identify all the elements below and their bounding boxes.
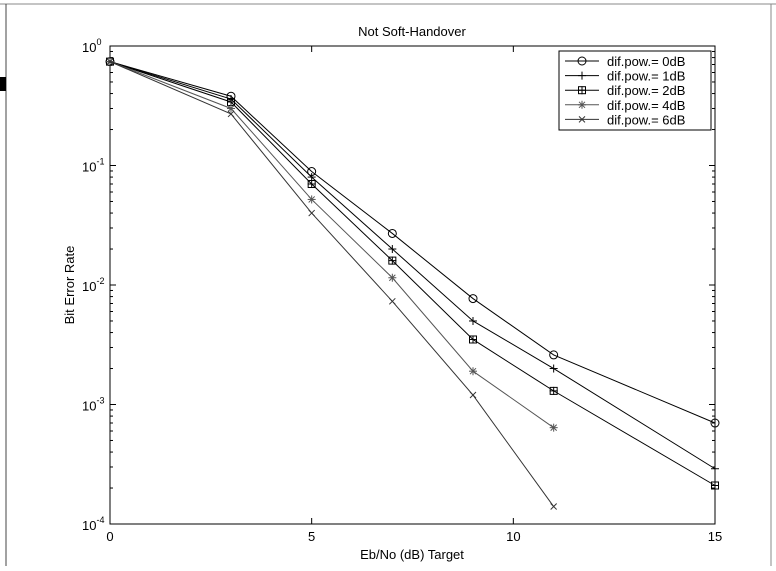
data-point xyxy=(549,423,558,432)
legend-entry: dif.pow.= 2dB xyxy=(565,83,685,98)
data-point xyxy=(469,335,477,344)
x-marker xyxy=(388,297,396,305)
star-marker xyxy=(469,367,477,375)
x-axis-label: Eb/No (dB) Target xyxy=(360,547,464,562)
x-marker xyxy=(106,58,114,65)
circle-marker xyxy=(710,418,720,428)
legend-entry: dif.pow.= 6dB xyxy=(565,112,685,127)
data-point xyxy=(711,481,719,490)
data-point xyxy=(388,297,396,305)
data-point xyxy=(549,364,558,373)
data-point xyxy=(388,245,397,254)
data-point xyxy=(710,418,720,428)
x-marker xyxy=(469,391,477,399)
data-point xyxy=(307,180,316,189)
legend-label: dif.pow.= 0dB xyxy=(607,54,685,69)
data-point xyxy=(227,110,235,118)
data-point xyxy=(388,273,397,282)
chart-title: Not Soft-Handover xyxy=(358,24,466,39)
data-point xyxy=(578,86,586,95)
series-3 xyxy=(106,57,558,432)
x-marker xyxy=(578,116,586,123)
data-point xyxy=(308,209,316,217)
legend-label: dif.pow.= 4dB xyxy=(607,98,685,113)
data-point xyxy=(549,350,559,360)
star-marker xyxy=(227,105,235,112)
star-marker xyxy=(308,196,316,203)
data-point xyxy=(307,173,316,182)
y-tick-label: 100 xyxy=(82,37,101,55)
star-marker xyxy=(388,274,396,282)
data-point xyxy=(711,464,719,473)
series-layer xyxy=(105,57,720,510)
data-point xyxy=(307,195,316,204)
data-point xyxy=(469,367,477,376)
series-2 xyxy=(106,57,719,490)
x-tick-label: 0 xyxy=(106,529,113,544)
legend-entry: dif.pow.= 4dB xyxy=(565,98,685,113)
legend-entry: dif.pow.= 0dB xyxy=(565,54,685,69)
x-tick-label: 10 xyxy=(506,529,520,544)
legend-label: dif.pow.= 1dB xyxy=(607,69,685,84)
y-tick-label: 10-4 xyxy=(82,515,104,533)
data-point xyxy=(469,391,477,399)
data-point xyxy=(578,116,586,123)
x-marker xyxy=(308,209,316,217)
data-point xyxy=(468,294,478,304)
series-4 xyxy=(106,58,558,510)
star-marker xyxy=(578,101,586,109)
legend-label: dif.pow.= 2dB xyxy=(607,83,685,98)
data-point xyxy=(550,503,558,510)
series-line xyxy=(109,61,555,507)
data-point xyxy=(387,228,397,238)
y-tick-label: 10-2 xyxy=(82,276,104,294)
x-marker xyxy=(550,503,558,510)
data-point xyxy=(549,386,558,395)
x-marker xyxy=(227,110,235,118)
axis-ticks: 0 5 10 15 100 10-1 10-2 10-3 10-4 xyxy=(82,37,722,544)
data-point xyxy=(577,56,587,66)
x-tick-label: 5 xyxy=(308,529,315,544)
circle-marker xyxy=(549,350,559,360)
data-point xyxy=(227,104,235,113)
data-point xyxy=(578,71,586,80)
data-point xyxy=(388,256,397,265)
y-axis-label: Bit Error Rate xyxy=(62,246,77,325)
window-edge-marker xyxy=(0,77,6,91)
circle-marker xyxy=(387,228,397,238)
star-marker xyxy=(550,424,558,432)
y-tick-label: 10-3 xyxy=(82,396,104,414)
legend-label: dif.pow.= 6dB xyxy=(607,112,685,127)
legend-entry: dif.pow.= 1dB xyxy=(565,69,685,84)
data-point xyxy=(106,58,114,65)
series-line xyxy=(109,61,554,429)
data-point xyxy=(578,100,586,109)
y-tick-label: 10-1 xyxy=(82,157,104,175)
circle-marker xyxy=(577,56,587,66)
x-tick-label: 15 xyxy=(708,529,722,544)
circle-marker xyxy=(468,294,478,304)
data-point xyxy=(469,316,477,325)
